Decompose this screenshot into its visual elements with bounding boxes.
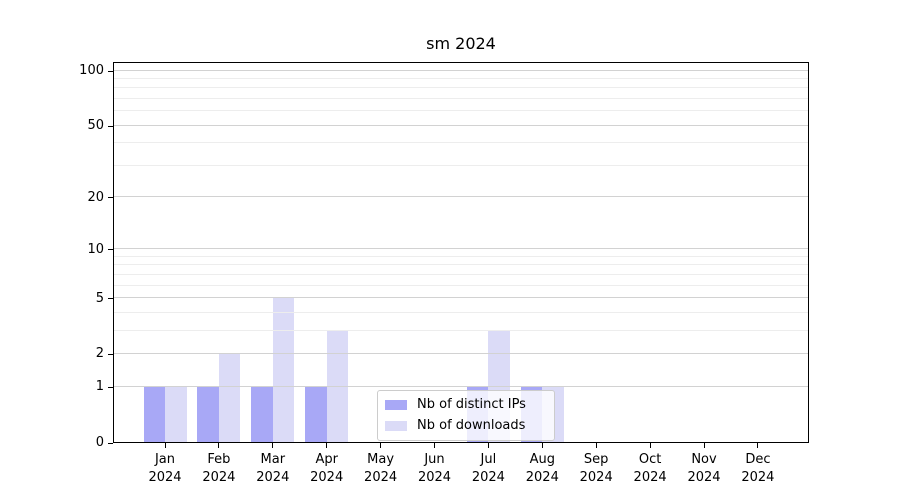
x-tick-month: Sep — [583, 452, 609, 467]
y-tick-label-0: 0 — [95, 435, 104, 450]
x-tick-month: Feb — [207, 452, 231, 467]
bar-mar-downloads — [272, 297, 295, 442]
y-minor-gridline-30 — [114, 164, 808, 166]
y-tick-label-1: 1 — [95, 379, 104, 395]
bar-jan-downloads — [165, 386, 187, 442]
bar-apr-distinct-ips — [305, 386, 327, 442]
chart-title: sm 2024 — [426, 34, 496, 53]
x-tick-label-aug: Aug 2024 — [515, 451, 569, 487]
bar-mar-distinct-ips — [251, 386, 273, 442]
bar-apr-downloads — [326, 330, 349, 442]
x-tick-label-apr: Apr 2024 — [300, 451, 354, 487]
x-tick-label-may: May 2024 — [354, 451, 408, 487]
y-gridline-10 — [114, 248, 808, 250]
y-minor-gridline-80 — [114, 87, 808, 89]
y-tick-label-50: 50 — [87, 118, 104, 134]
y-tick-100 — [108, 70, 113, 72]
x-tick-year: 2024 — [633, 470, 667, 485]
y-tick-20 — [108, 197, 113, 199]
y-tick-label-10: 10 — [87, 241, 104, 257]
x-tick-oct — [649, 443, 651, 448]
bar-jan-distinct-ips — [143, 386, 165, 442]
y-tick-label-2: 2 — [95, 346, 104, 362]
y-tick-10 — [108, 249, 113, 251]
x-tick-sep — [595, 443, 597, 448]
y-gridline-100 — [114, 69, 808, 71]
x-tick-year: 2024 — [310, 470, 344, 485]
y-tick-50 — [108, 125, 113, 127]
x-tick-dec — [757, 443, 759, 448]
x-tick-year: 2024 — [741, 470, 775, 485]
legend-label-downloads: Nb of downloads — [417, 418, 526, 433]
x-tick-may — [380, 443, 382, 448]
x-tick-year: 2024 — [417, 470, 452, 485]
x-tick-nov — [703, 443, 705, 448]
x-tick-month: Apr — [315, 452, 338, 467]
y-minor-gridline-70 — [114, 97, 808, 99]
x-tick-month: May — [367, 452, 395, 467]
y-minor-gridline-7 — [114, 273, 808, 275]
legend-item-distinct-ips: Nb of distinct IPs — [385, 395, 548, 414]
y-minor-gridline-4 — [114, 311, 808, 313]
x-tick-month: Mar — [260, 452, 286, 467]
legend-label-distinct-ips: Nb of distinct IPs — [417, 397, 526, 412]
x-tick-feb — [218, 443, 220, 448]
x-tick-month: Nov — [691, 452, 717, 467]
x-tick-year: 2024 — [256, 470, 290, 485]
x-tick-label-jan: Jan 2024 — [138, 451, 192, 487]
y-gridline-5 — [114, 297, 808, 299]
y-tick-label-20: 20 — [87, 189, 104, 205]
bar-feb-distinct-ips — [197, 386, 219, 442]
y-minor-gridline-40 — [114, 142, 808, 144]
x-tick-month: Jul — [480, 452, 497, 467]
x-tick-label-jun: Jun 2024 — [408, 451, 462, 487]
y-minor-gridline-9 — [114, 255, 808, 257]
x-tick-month: Jan — [154, 452, 176, 467]
x-tick-year: 2024 — [471, 470, 505, 485]
x-tick-month: Aug — [529, 452, 555, 467]
x-tick-label-feb: Feb 2024 — [192, 451, 246, 487]
x-tick-year: 2024 — [148, 470, 182, 485]
bar-feb-downloads — [218, 353, 241, 442]
x-tick-year: 2024 — [525, 470, 559, 485]
x-tick-year: 2024 — [364, 470, 398, 485]
y-gridline-50 — [114, 124, 808, 126]
x-tick-month: Jun — [424, 452, 445, 467]
x-tick-jul — [487, 443, 489, 448]
plot-area: Nb of distinct IPs Nb of downloads — [113, 62, 809, 443]
y-tick-label-5: 5 — [95, 290, 104, 306]
x-tick-label-nov: Nov 2024 — [677, 451, 731, 487]
y-tick-1 — [108, 386, 113, 388]
x-tick-year: 2024 — [202, 470, 236, 485]
x-tick-label-oct: Oct 2024 — [623, 451, 677, 487]
x-tick-jan — [164, 443, 166, 448]
x-tick-year: 2024 — [579, 470, 613, 485]
x-tick-year: 2024 — [687, 470, 721, 485]
y-tick-0 — [108, 442, 113, 444]
x-tick-month: Dec — [745, 452, 771, 467]
y-tick-label-100: 100 — [79, 63, 104, 78]
x-tick-mar — [272, 443, 274, 448]
x-tick-label-mar: Mar 2024 — [246, 451, 300, 487]
y-minor-gridline-6 — [114, 284, 808, 286]
legend-swatch-distinct-ips — [385, 399, 407, 410]
y-tick-2 — [108, 353, 113, 355]
x-tick-label-dec: Dec 2024 — [731, 451, 785, 487]
x-tick-label-jul: Jul 2024 — [461, 451, 515, 487]
x-tick-aug — [541, 443, 543, 448]
y-gridline-20 — [114, 196, 808, 198]
y-minor-gridline-8 — [114, 264, 808, 266]
x-tick-label-sep: Sep 2024 — [569, 451, 623, 487]
y-minor-gridline-3 — [114, 329, 808, 331]
y-minor-gridline-60 — [114, 110, 808, 112]
legend-swatch-downloads — [385, 420, 407, 431]
x-tick-jun — [434, 443, 435, 448]
x-tick-apr — [326, 443, 328, 448]
x-tick-month: Oct — [638, 452, 662, 467]
y-minor-gridline-90 — [114, 77, 808, 79]
legend: Nb of distinct IPs Nb of downloads — [377, 390, 555, 441]
legend-item-downloads: Nb of downloads — [385, 416, 548, 435]
y-tick-5 — [108, 298, 113, 300]
